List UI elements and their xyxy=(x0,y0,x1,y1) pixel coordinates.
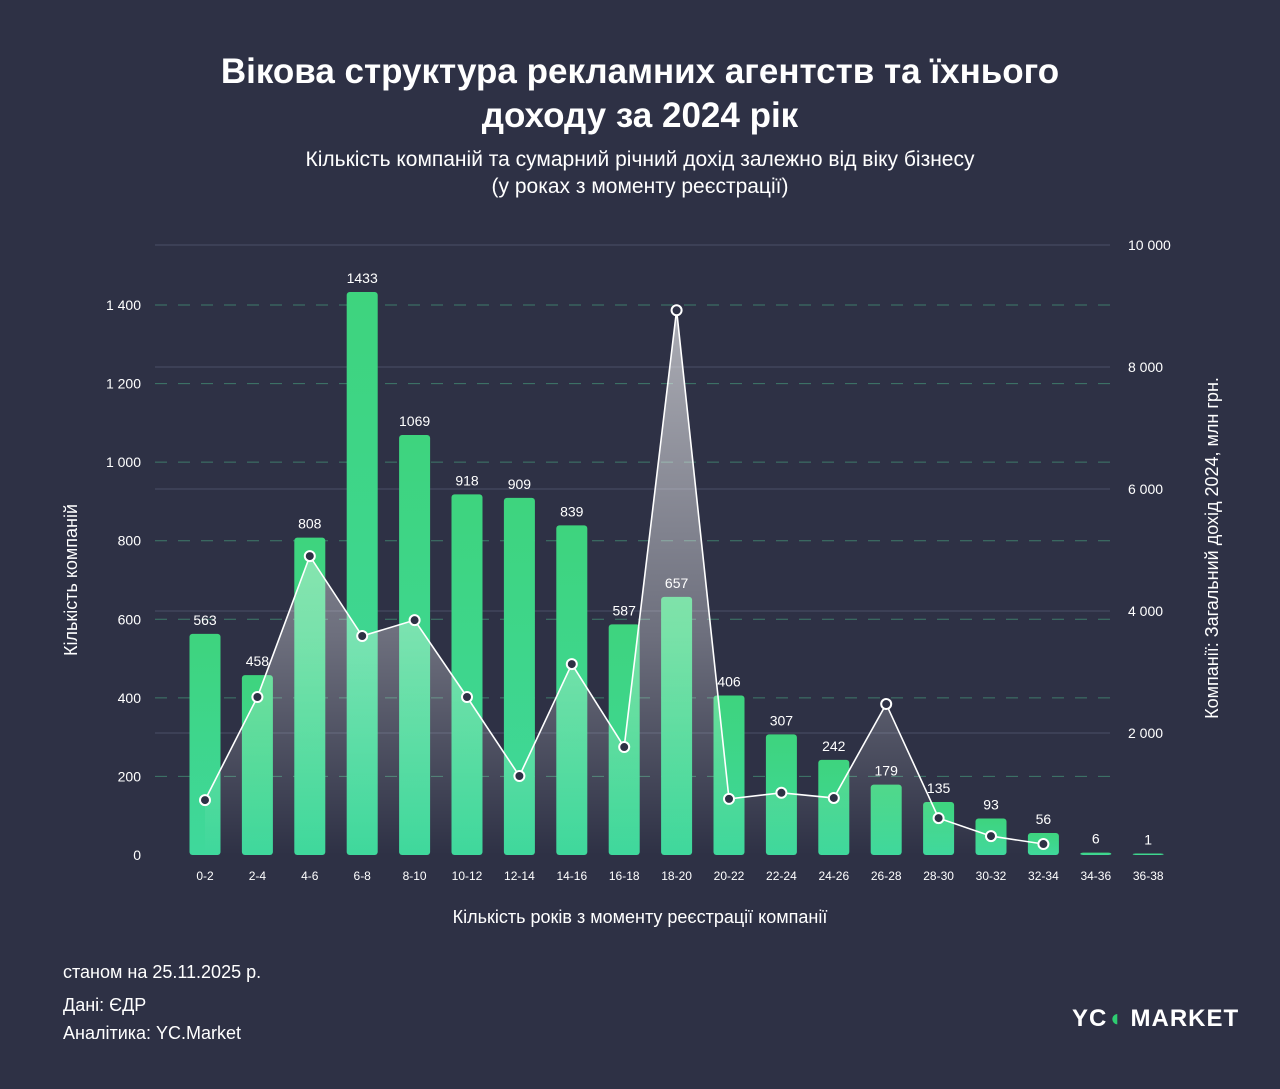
bar-value-label: 839 xyxy=(560,503,584,519)
x-tick-label: 36-38 xyxy=(1133,869,1164,883)
bar-value-label: 56 xyxy=(1036,811,1052,827)
revenue-point xyxy=(618,741,631,754)
title-line-2: доходу за 2024 рік xyxy=(481,96,799,135)
x-tick-label: 18-20 xyxy=(661,869,692,883)
bar-value-label: 587 xyxy=(613,602,637,618)
y2-axis-label: Компанії: Загальний дохід 2024, млн грн. xyxy=(1202,377,1222,719)
bar-36-38 xyxy=(1132,853,1164,855)
y-tick-label: 400 xyxy=(118,690,142,706)
revenue-point xyxy=(408,614,421,627)
x-tick-label: 22-24 xyxy=(766,869,797,883)
revenue-point xyxy=(723,792,735,805)
revenue-point xyxy=(251,691,264,704)
x-tick-label: 26-28 xyxy=(871,869,902,883)
revenue-point xyxy=(565,658,578,671)
data-source: Дані: ЄДР xyxy=(63,995,147,1015)
revenue-point xyxy=(775,786,788,799)
bar-value-label: 563 xyxy=(193,612,217,628)
bar-value-label: 93 xyxy=(983,796,999,812)
bar-value-label: 1069 xyxy=(399,413,430,429)
y-tick-label: 1 000 xyxy=(106,454,141,470)
revenue-point xyxy=(513,770,526,783)
bar-value-label: 909 xyxy=(508,476,532,492)
x-tick-label: 4-6 xyxy=(301,869,319,883)
chart-subtitle: Кількість компаній та сумарний річний до… xyxy=(0,146,1280,200)
title-line-1: Вікова структура рекламних агентств та ї… xyxy=(220,52,1060,91)
revenue-area xyxy=(205,310,1044,855)
y2-tick-label: 8 000 xyxy=(1128,359,1163,375)
x-tick-label: 2-4 xyxy=(249,869,267,883)
bar-value-label: 1433 xyxy=(347,270,378,286)
bar-value-label: 808 xyxy=(298,516,322,532)
bar-value-label: 918 xyxy=(455,472,479,488)
y-axis-label: Кількість компаній xyxy=(61,504,81,656)
revenue-point xyxy=(1037,838,1050,851)
chart-title: Вікова структура рекламних агентств та ї… xyxy=(0,50,1280,138)
subtitle-line-1: Кількість компаній та сумарний річний до… xyxy=(305,148,975,171)
x-tick-label: 10-12 xyxy=(452,869,483,883)
bar-value-label: 458 xyxy=(246,653,270,669)
revenue-point xyxy=(880,698,893,711)
y2-tick-label: 2 000 xyxy=(1128,725,1163,741)
x-tick-label: 6-8 xyxy=(354,869,372,883)
revenue-point xyxy=(199,794,211,807)
x-tick-label: 16-18 xyxy=(609,869,640,883)
bar-value-label: 406 xyxy=(717,674,741,690)
y-tick-label: 200 xyxy=(118,768,142,784)
bar-value-label: 1 xyxy=(1144,832,1152,848)
revenue-point xyxy=(303,550,316,563)
bar-value-label: 135 xyxy=(927,780,951,796)
y-tick-label: 0 xyxy=(133,847,141,863)
revenue-point xyxy=(827,791,840,804)
y2-tick-label: 4 000 xyxy=(1128,603,1163,619)
bar-value-label: 242 xyxy=(822,738,846,754)
x-tick-label: 34-36 xyxy=(1080,869,1111,883)
revenue-point xyxy=(670,304,683,317)
x-tick-label: 8-10 xyxy=(403,869,427,883)
revenue-point xyxy=(932,812,945,825)
y-tick-label: 600 xyxy=(118,611,142,627)
y-tick-label: 800 xyxy=(118,533,142,549)
yc-market-logo: YC◖ MARKET xyxy=(1072,1005,1240,1032)
bar-34-36 xyxy=(1080,852,1112,855)
subtitle-line-2: (у роках з моменту реєстрації) xyxy=(491,175,789,198)
y-tick-label: 1 400 xyxy=(106,297,141,313)
x-tick-label: 28-30 xyxy=(923,869,954,883)
bar-value-label: 307 xyxy=(770,712,794,728)
x-tick-label: 0-2 xyxy=(196,869,214,883)
x-tick-label: 20-22 xyxy=(714,869,745,883)
analytics-credit: Аналітика: YC.Market xyxy=(63,1023,242,1043)
bar-value-label: 657 xyxy=(665,575,689,591)
revenue-point xyxy=(985,830,997,843)
y-tick-label: 1 200 xyxy=(106,376,141,392)
x-tick-label: 32-34 xyxy=(1028,869,1059,883)
x-tick-label: 12-14 xyxy=(504,869,535,883)
x-tick-label: 24-26 xyxy=(818,869,849,883)
revenue-point xyxy=(461,691,473,704)
bar-value-label: 179 xyxy=(875,763,899,779)
y2-tick-label: 6 000 xyxy=(1128,481,1163,497)
bar-value-label: 6 xyxy=(1092,831,1100,847)
revenue-point xyxy=(356,630,369,643)
date-note: станом на 25.11.2025 р. xyxy=(63,962,262,982)
x-tick-label: 30-32 xyxy=(976,869,1007,883)
y2-tick-label: 10 000 xyxy=(1128,237,1171,253)
x-axis-label: Кількість років з моменту реєстрації ком… xyxy=(453,907,828,927)
x-tick-label: 14-16 xyxy=(556,869,587,883)
